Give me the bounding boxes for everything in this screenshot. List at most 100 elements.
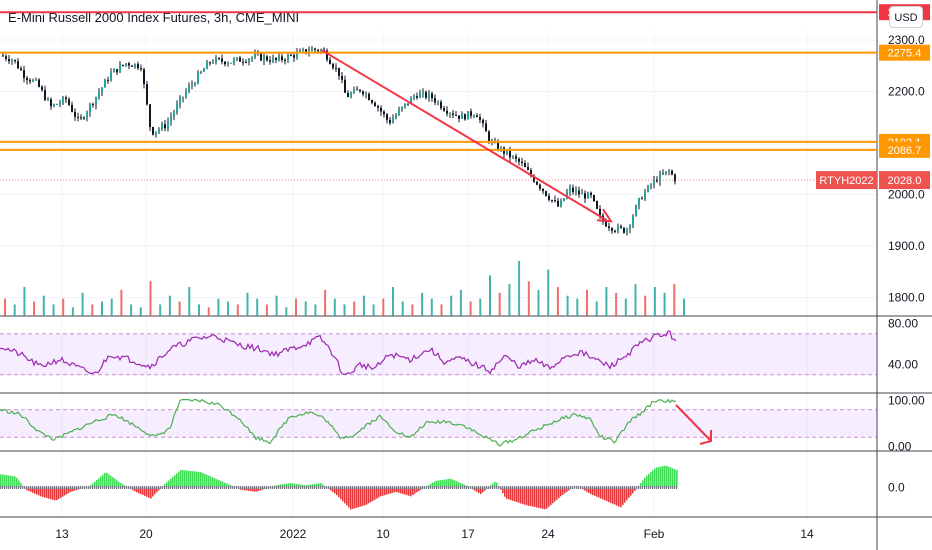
histogram-bar [462,483,464,488]
candle-body [449,113,451,115]
histogram-zero-dot [472,486,474,489]
histogram-zero-dot [408,486,410,489]
histogram-zero-dot [542,486,544,489]
candle-body [443,108,445,111]
histogram-zero-dot [530,486,532,489]
histogram-zero-dot [304,486,306,489]
histogram-zero-dot [586,486,588,489]
symbol-tag: RTYH2022 [819,175,873,187]
histogram-zero-dot [614,486,616,489]
candle-body [407,103,409,105]
histogram-bar [334,487,336,494]
volume-bar [392,287,394,316]
histogram-zero-dot [450,486,452,489]
histogram-zero-dot [484,486,486,489]
candle-body [605,221,607,227]
candle-body [515,156,517,159]
histogram-bar [556,487,558,500]
histogram-bar [480,487,482,495]
histogram-bar [374,487,376,500]
histogram-zero-dot [66,486,68,489]
histogram-bar [206,474,208,488]
candle-body [545,191,547,196]
histogram-bar [618,487,620,507]
candle-body [365,93,367,95]
volume-bar [295,298,297,316]
histogram-bar [340,487,342,500]
histogram-zero-dot [72,486,74,489]
histogram-zero-dot [658,486,660,489]
histogram-zero-dot [338,486,340,489]
histogram-bar [110,475,112,488]
histogram-zero-dot [334,486,336,489]
histogram-zero-dot [2,486,4,489]
histogram-bar [564,487,566,494]
candle-body [41,86,43,91]
histogram-bar [116,480,118,488]
histogram-bar [54,487,56,501]
candle-body [95,97,97,105]
candle-body [206,62,208,70]
candle-body [245,61,247,63]
candle-body [380,107,382,112]
volume-bar [576,298,579,316]
histogram-bar [92,483,94,488]
histogram-bar [320,483,322,488]
histogram-zero-dot [652,486,654,489]
volume-bar [527,281,530,316]
histogram-zero-dot [160,486,162,489]
candle-body [278,56,280,60]
candle-body [464,114,466,120]
candle-body [629,225,631,230]
histogram-bar [434,481,436,488]
candle-body [260,53,262,61]
histogram-zero-dot [166,486,168,489]
histogram-zero-dot [382,486,384,489]
histogram-zero-dot [222,486,224,489]
histogram-zero-dot [192,486,194,489]
candle-body [320,49,322,52]
histogram-zero-dot [396,486,398,489]
candle-body [62,97,64,103]
histogram-zero-dot [226,486,228,489]
candle-body [437,102,439,104]
candle-body [662,173,664,175]
candle-body [548,195,550,200]
histogram-zero-dot [576,486,578,489]
histogram-zero-dot [428,486,430,489]
histogram-bar [72,487,74,492]
histogram-zero-dot [140,486,142,489]
histogram-zero-dot [48,486,50,489]
histogram-bar [70,487,72,492]
histogram-zero-dot [320,486,322,489]
histogram-bar [634,487,636,491]
histogram-bar [386,487,388,495]
candle-body [113,69,115,73]
histogram-bar [432,482,434,488]
histogram-zero-dot [442,486,444,489]
candle-body [98,92,100,98]
histogram-bar [530,487,532,507]
candle-body [530,169,532,176]
histogram-bar [412,487,414,495]
volume-bar [285,307,288,316]
candle-body [431,93,433,99]
histogram-bar [202,472,204,488]
currency-button[interactable]: USD [889,6,923,28]
histogram-zero-dot [640,486,642,489]
histogram-zero-dot [358,486,360,489]
histogram-bar [642,480,644,488]
histogram-zero-dot [584,486,586,489]
histogram-zero-dot [522,486,524,489]
histogram-zero-dot [502,486,504,489]
histogram-bar [112,477,114,488]
histogram-bar [298,484,300,488]
histogram-zero-dot [268,486,270,489]
candle-body [20,68,22,71]
stoch-band [0,409,877,438]
histogram-zero-dot [146,486,148,489]
histogram-zero-dot [120,486,122,489]
candle-body [551,199,553,201]
histogram-zero-dot [392,486,394,489]
